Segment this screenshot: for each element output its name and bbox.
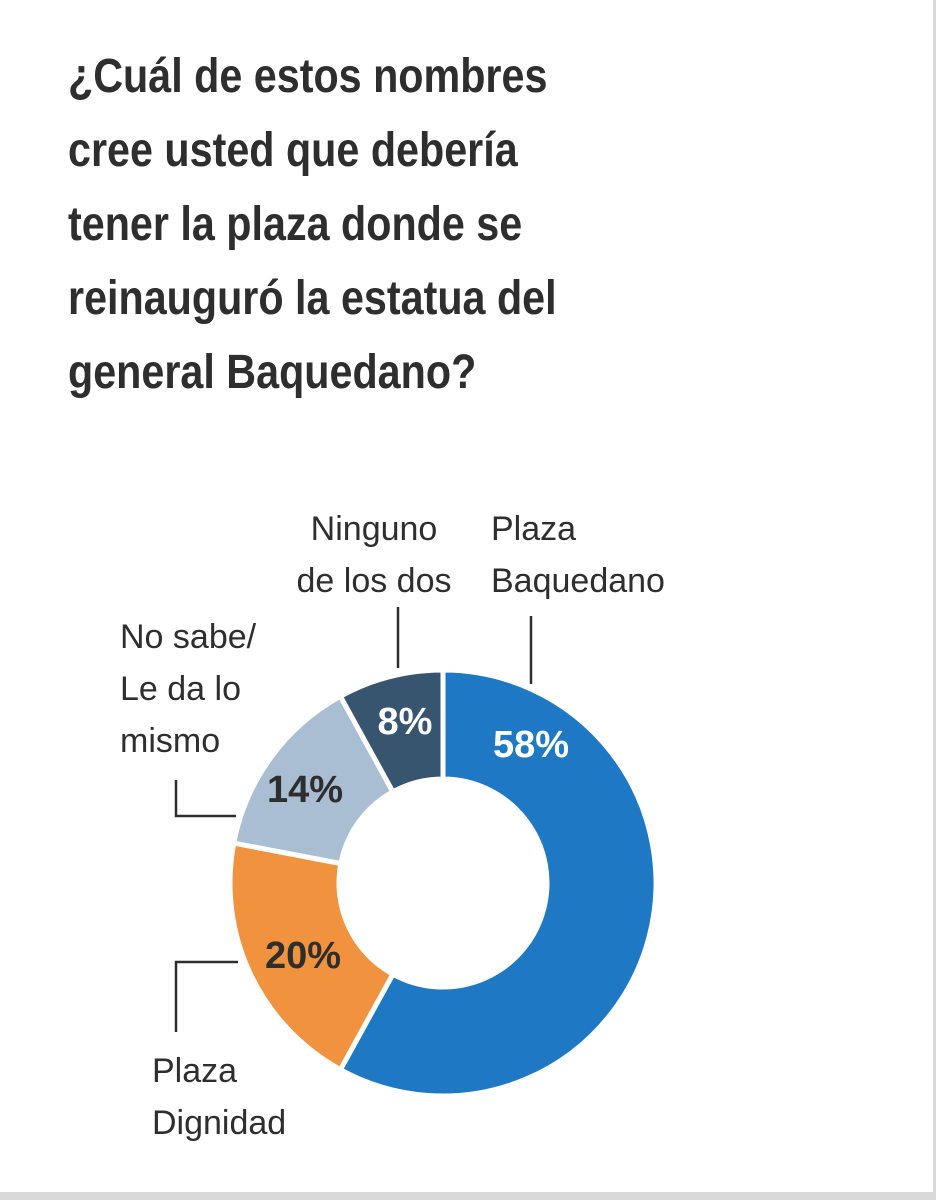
value-label-no-sabe-le-da-lo-mismo: 14% bbox=[267, 769, 343, 811]
category-label-no-sabe-le-da-lo-mismo: No sabe/Le da lo mismo bbox=[120, 618, 257, 760]
value-label-ninguno-de-los-dos: 8% bbox=[378, 701, 433, 743]
category-label-ninguno-de-los-dos: Ninguno de los dos bbox=[297, 510, 452, 600]
leader-line-no-sabe-le-da-lo-mismo bbox=[174, 780, 236, 818]
slice-plaza-dignidad bbox=[227, 840, 396, 1073]
slice-ninguno-de-los-dos bbox=[337, 667, 446, 795]
value-label-plaza-baquedano: 58% bbox=[493, 724, 569, 766]
slice-no-sabe-le-da-lo-mismo bbox=[231, 693, 396, 867]
value-label-plaza-dignidad: 20% bbox=[265, 935, 341, 977]
category-label-plaza-baquedano: Plaza Baquedano bbox=[491, 510, 665, 600]
category-label-plaza-dignidad: Plaza Dignidad bbox=[152, 1052, 286, 1142]
leader-line-plaza-dignidad bbox=[174, 960, 238, 1032]
slice-plaza-baquedano bbox=[337, 667, 659, 1099]
question-title: ¿Cuál de estos nombres cree usted que de… bbox=[68, 50, 557, 399]
